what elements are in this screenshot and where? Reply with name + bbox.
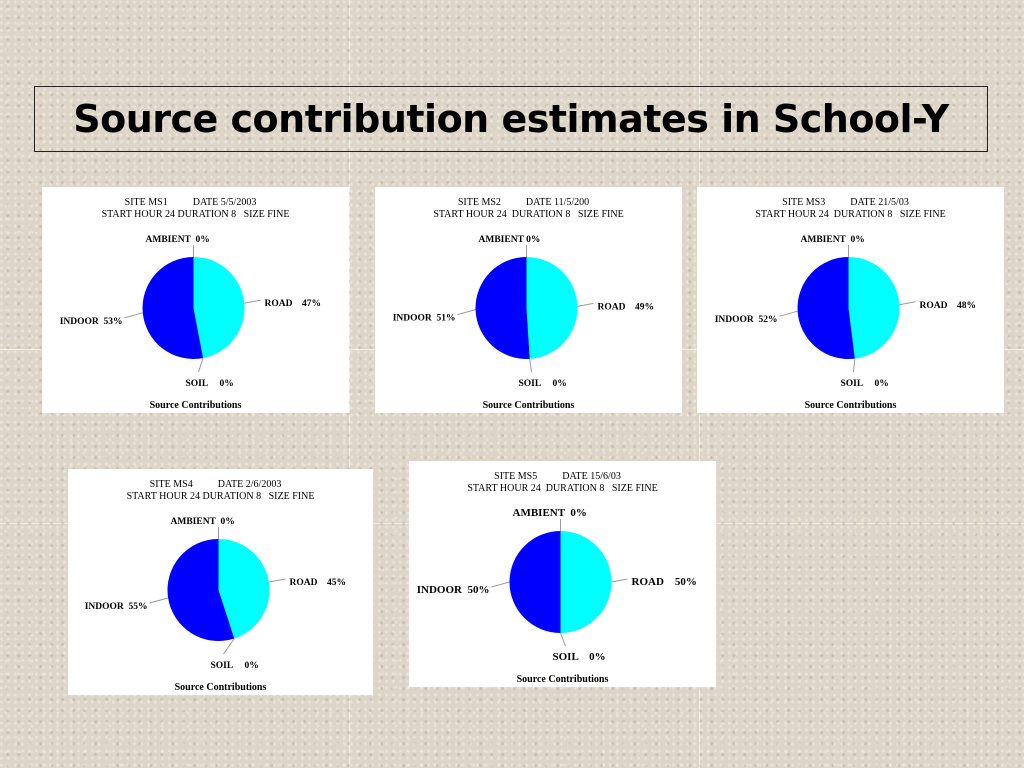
site-3-header-line2: START HOUR 24 DURATION 8 SIZE FINE (755, 209, 945, 220)
site-3-slice-road (848, 257, 900, 359)
site-3-header-line1: SITE MS3 DATE 21/5/03 (782, 197, 909, 208)
site-1-label-soil: SOIL 0% (186, 379, 234, 389)
site-1-label-ambient: AMBIENT 0% (146, 235, 210, 245)
site-5-header-line2: START HOUR 24 DURATION 8 SIZE FINE (467, 483, 657, 494)
site-5-slice-indoor (509, 531, 561, 633)
site-4-header-line2: START HOUR 24 DURATION 8 SIZE FINE (127, 491, 315, 502)
site-5-label-indoor: INDOOR 50% (417, 584, 490, 596)
site-5-label-road: ROAD 50% (632, 576, 697, 588)
site-1-header-line2: START HOUR 24 DURATION 8 SIZE FINE (102, 209, 290, 220)
site-5-header-line1: SITE MS5 DATE 15/6/03 (494, 471, 621, 482)
site-5-label-ambient: AMBIENT 0% (513, 507, 587, 519)
site-2-label-road: ROAD 49% (598, 302, 654, 312)
site-4-footer: Source Contributions (175, 682, 267, 693)
site-5-footer: Source Contributions (517, 674, 609, 685)
site-2-slice-indoor (475, 257, 530, 359)
site-1-slice-indoor (142, 257, 204, 359)
site-2-leader-road (577, 302, 594, 307)
site-4-leader-indoor (149, 597, 169, 604)
site-3-slice-indoor (797, 257, 855, 359)
site-3-leader-indoor (779, 310, 798, 317)
site-4-label-road: ROAD 45% (290, 578, 346, 588)
site-1-leader-road (244, 299, 261, 304)
site-4-header-line1: SITE MS4 DATE 2/6/2003 (150, 479, 282, 490)
site-4-slice-road (218, 539, 270, 639)
chart-panel-ms4: SITE MS4 DATE 2/6/2003 START HOUR 24 DURA… (68, 469, 373, 695)
site-3-label-ambient: AMBIENT 0% (801, 235, 865, 245)
site-3-label-road: ROAD 48% (920, 301, 976, 311)
site-2-slice-road (526, 257, 578, 359)
site-1-header-line1: SITE MS1 DATE 5/5/2003 (125, 197, 257, 208)
site-4-label-indoor: INDOOR 55% (85, 602, 148, 612)
site-4-label-ambient: AMBIENT 0% (171, 517, 235, 527)
slide-title: Source contribution estimates in School-… (73, 97, 949, 141)
chart-panel-ms3: SITE MS3 DATE 21/5/03 START HOUR 24 DURAT… (697, 187, 1004, 413)
site-1-leader-soil (198, 357, 204, 373)
site-2-header-line2: START HOUR 24 DURATION 8 SIZE FINE (433, 209, 623, 220)
chart-panel-ms1: SITE MS1 DATE 5/5/2003 START HOUR 24 DURA… (42, 187, 349, 413)
site-3-footer: Source Contributions (805, 400, 897, 411)
site-4-leader-soil (223, 638, 235, 655)
chart-panel-ms2: SITE MS2 DATE 11/5/200 START HOUR 24 DURA… (375, 187, 682, 413)
site-4-slice-indoor (167, 539, 235, 641)
site-1-leader-indoor (124, 312, 143, 319)
chart-panel-ms5: SITE MS5 DATE 15/6/03 START HOUR 24 DURAT… (409, 461, 716, 687)
site-4-label-soil: SOIL 0% (211, 661, 259, 671)
site-5-leader-soil (560, 632, 566, 647)
site-2-header-line1: SITE MS2 DATE 11/5/200 (458, 197, 589, 208)
title-box: Source contribution estimates in School-… (34, 86, 988, 152)
site-2-leader-indoor (457, 309, 476, 316)
site-1-label-road: ROAD 47% (265, 299, 321, 309)
site-3-label-soil: SOIL 0% (841, 379, 889, 389)
site-3-leader-road (899, 301, 916, 306)
site-5-leader-road (611, 578, 628, 583)
site-2-label-soil: SOIL 0% (519, 379, 567, 389)
site-4-leader-road (268, 578, 286, 583)
site-1-label-indoor: INDOOR 53% (60, 317, 123, 327)
site-2-footer: Source Contributions (483, 400, 575, 411)
site-2-label-ambient: AMBIENT 0% (479, 235, 541, 245)
site-2-leader-soil (529, 358, 532, 373)
site-5-label-soil: SOIL 0% (553, 651, 606, 663)
site-1-footer: Source Contributions (150, 400, 242, 411)
site-2-label-indoor: INDOOR 51% (393, 314, 456, 324)
site-3-label-indoor: INDOOR 52% (715, 315, 778, 325)
site-1-slice-road (193, 257, 245, 359)
site-5-slice-road (560, 531, 612, 633)
site-5-leader-indoor (491, 581, 510, 588)
site-3-leader-soil (853, 358, 856, 373)
